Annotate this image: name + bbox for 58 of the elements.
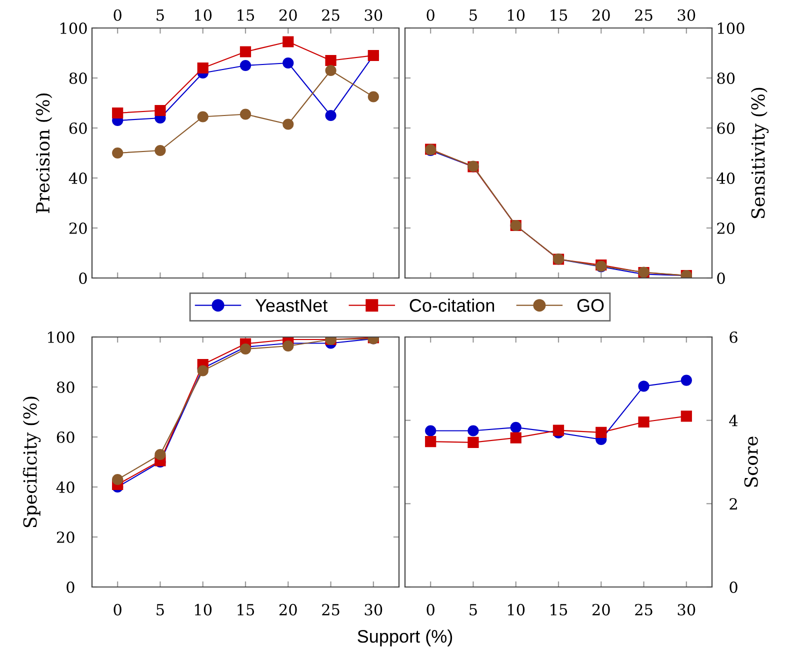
legend-label: YeastNet — [255, 299, 328, 312]
y-tick-label: 2 — [730, 498, 737, 510]
x-tick-label: 20 — [279, 604, 297, 616]
x-tick-label: 15 — [550, 9, 568, 21]
x-tick-label: 5 — [156, 604, 164, 616]
x-tick-label: 20 — [279, 9, 297, 21]
x-tick-label: 10 — [508, 604, 525, 616]
y-tick-label: 6 — [730, 331, 738, 344]
x-tick-label: 25 — [322, 604, 340, 616]
y-tick-label: 20 — [56, 531, 74, 544]
x-tick-label: 10 — [195, 9, 212, 21]
x-tick-label: 10 — [508, 9, 525, 21]
x-axis-title: Support (%) — [358, 630, 452, 646]
x-tick-label: 30 — [364, 604, 382, 616]
y-tick-label: 60 — [717, 122, 735, 134]
x-tick-label: 25 — [635, 604, 652, 616]
y-axis-title: Precision (%) — [36, 93, 52, 213]
x-tick-label: 5 — [470, 604, 477, 616]
x-tick-label: 20 — [592, 604, 610, 616]
x-tick-label: 5 — [156, 10, 164, 21]
y-tick-label: 80 — [717, 72, 735, 84]
y-tick-label: 60 — [56, 431, 74, 444]
legend-label: GO — [577, 299, 604, 312]
y-tick-label: 4 — [729, 414, 738, 426]
x-tick-label: 5 — [470, 10, 477, 21]
y-tick-label: 100 — [718, 22, 744, 34]
y-tick-label: 40 — [56, 481, 74, 494]
y-tick-label: 100 — [48, 331, 74, 344]
y-tick-label: 0 — [66, 581, 74, 594]
x-tick-label: 15 — [238, 9, 254, 21]
x-tick-label: 30 — [364, 9, 382, 21]
y-tick-label: 80 — [69, 72, 87, 84]
x-tick-label: 25 — [322, 9, 340, 21]
y-tick-label: 0 — [717, 272, 725, 284]
x-tick-label: 15 — [238, 604, 254, 616]
y-axis-title: Score — [744, 436, 758, 487]
x-tick-label: 0 — [426, 604, 434, 616]
y-axis-title: Sensitivity (%) — [750, 88, 769, 218]
x-tick-label: 0 — [426, 9, 434, 21]
legend-label: Co-citation — [410, 298, 494, 312]
y-tick-label: 40 — [68, 172, 87, 184]
x-tick-label: 15 — [550, 604, 568, 616]
y-tick-label: 20 — [69, 222, 87, 234]
y-tick-label: 0 — [730, 581, 738, 594]
x-tick-label: 10 — [195, 604, 212, 616]
y-tick-label: 60 — [69, 122, 87, 134]
x-tick-label: 30 — [678, 604, 696, 616]
x-tick-label: 20 — [592, 9, 610, 21]
x-tick-label: 0 — [114, 9, 122, 21]
y-tick-label: 80 — [56, 381, 74, 394]
x-tick-label: 0 — [114, 604, 122, 616]
y-tick-label: 40 — [716, 172, 735, 184]
x-tick-label: 30 — [678, 9, 696, 21]
y-axis-title: Specificity (%) — [22, 396, 41, 528]
y-tick-label: 100 — [60, 22, 87, 34]
y-tick-label: 20 — [717, 222, 735, 234]
x-tick-label: 25 — [635, 9, 652, 21]
y-tick-label: 0 — [79, 272, 87, 284]
